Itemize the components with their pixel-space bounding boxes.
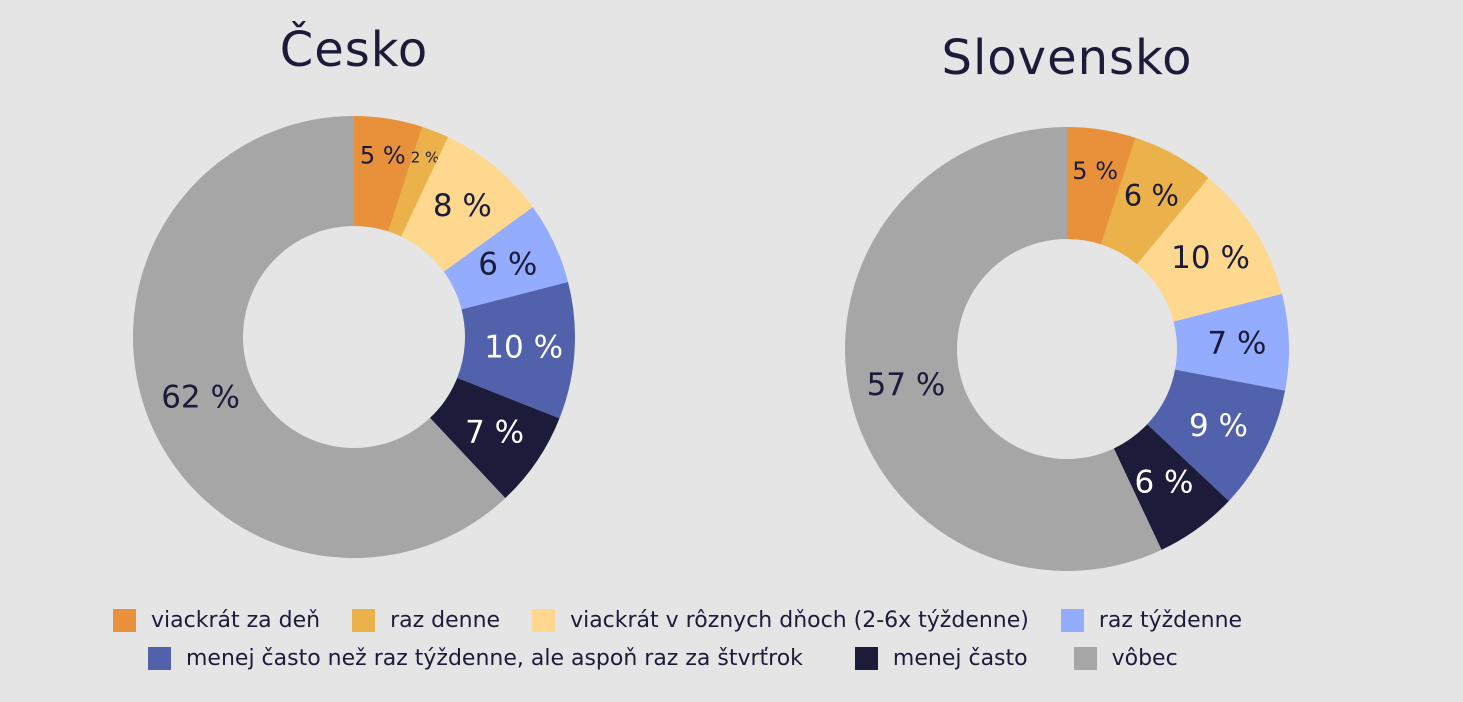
- slice-raz-tyzdenne: [1173, 293, 1289, 391]
- legend-item-viackrat-za-den: viackrát za deň: [113, 608, 320, 633]
- data-label-vobec: 62 %: [161, 380, 240, 416]
- slice-viackrat-za-den: [1067, 127, 1136, 245]
- legend-swatch: [532, 609, 556, 632]
- legend-label: viackrát za deň: [151, 608, 321, 633]
- legend-label: raz denne: [390, 608, 501, 633]
- data-label-raz-tyzdenne: 7 %: [1207, 326, 1266, 362]
- legend-label: vôbec: [1111, 646, 1178, 671]
- data-label-menej-casto: 6 %: [1134, 464, 1193, 500]
- slice-viackrat-za-den: [354, 116, 423, 232]
- slice-raz-denne: [1100, 137, 1209, 265]
- slice-viackrat-v-roznych-dnoch: [1137, 177, 1283, 322]
- slice-menej-casto: [1113, 424, 1229, 550]
- legend-item-raz-tyzdenne: raz týždenne: [1060, 608, 1243, 633]
- legend-row-1: viackrát za deň raz denne viackrát v rôz…: [113, 608, 1242, 633]
- data-label-vobec: 57 %: [867, 367, 946, 403]
- legend-swatch: [1060, 609, 1084, 632]
- legend-item-menej-casto: menej často: [854, 646, 1028, 671]
- legend-item-vobec: vôbec: [1073, 646, 1178, 671]
- slice-raz-denne: [388, 126, 449, 237]
- data-label-menej-casto: 7 %: [465, 415, 524, 451]
- slice-viackrat-v-roznych-dnoch: [401, 137, 533, 272]
- data-label-viackrat-za-den: 5 %: [360, 141, 406, 169]
- data-label-viackrat-v-roznych-dnoch: 10 %: [1171, 240, 1250, 276]
- legend-label: viackrát v rôznych dňoch (2-6x týždenne): [570, 608, 1029, 633]
- legend-row-2: menej často než raz týždenne, ale aspoň …: [148, 646, 1178, 671]
- legend-item-viackrat-v-roznych-dnoch: viackrát v rôznych dňoch (2-6x týždenne): [532, 608, 1029, 633]
- chart-title-slovensko: Slovensko: [941, 30, 1193, 86]
- data-label-viackrat-za-den: 5 %: [1072, 157, 1118, 185]
- legend-swatch: [854, 647, 878, 670]
- slice-menej-casto-nez-raz-tyzdenne: [1147, 369, 1286, 501]
- data-label-menej-casto-nez-raz-tyzdenne: 9 %: [1189, 408, 1248, 444]
- legend-swatch: [113, 609, 136, 632]
- legend-swatch: [1073, 647, 1097, 670]
- slice-menej-casto-nez-raz-tyzdenne: [457, 282, 575, 419]
- legend-swatch: [148, 647, 171, 670]
- data-label-menej-casto-nez-raz-tyzdenne: 10 %: [484, 330, 563, 366]
- legend-label: menej často: [892, 646, 1028, 671]
- slice-raz-tyzdenne: [443, 207, 569, 310]
- legend-label: raz týždenne: [1098, 608, 1243, 633]
- data-label-raz-tyzdenne: 6 %: [478, 247, 537, 283]
- donut-charts: 5 % 2 %8 %6 %10 %7 %62 %5 %6 %10 %7 %9 %6…: [133, 116, 1289, 571]
- data-label-viackrat-v-roznych-dnoch: 8 %: [433, 188, 492, 224]
- legend-swatch: [352, 609, 376, 632]
- data-label-raz-denne: 2 %: [411, 149, 440, 167]
- slice-vobec: [845, 127, 1162, 571]
- donut-chart-slovensko: 5 %6 %10 %7 %9 %6 %57 %: [845, 127, 1289, 571]
- chart-title-cesko: Česko: [279, 22, 429, 78]
- slice-vobec: [133, 116, 506, 558]
- legend-label: menej často než raz týždenne, ale aspoň …: [186, 646, 803, 671]
- slice-menej-casto: [429, 377, 560, 499]
- legend-item-raz-denne: raz denne: [352, 608, 500, 633]
- data-label-raz-denne: 6 %: [1124, 179, 1179, 213]
- legend-item-menej-casto-nez-raz-tyzdenne: menej často než raz týždenne, ale aspoň …: [148, 646, 803, 671]
- donut-chart-cesko: 5 % 2 % 8 % 6 % 10 % 7 % 62 %: [133, 116, 575, 558]
